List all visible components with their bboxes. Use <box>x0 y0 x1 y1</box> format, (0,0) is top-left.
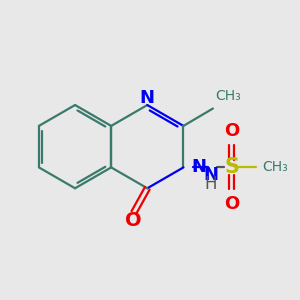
Text: H: H <box>205 175 217 193</box>
Text: N: N <box>140 88 155 106</box>
Text: N: N <box>191 158 206 176</box>
Text: O: O <box>224 122 239 140</box>
Text: N: N <box>203 167 218 184</box>
Text: O: O <box>224 194 239 212</box>
Text: CH₃: CH₃ <box>215 88 241 103</box>
Text: O: O <box>125 211 142 230</box>
Text: CH₃: CH₃ <box>262 160 288 174</box>
Text: S: S <box>224 158 239 177</box>
